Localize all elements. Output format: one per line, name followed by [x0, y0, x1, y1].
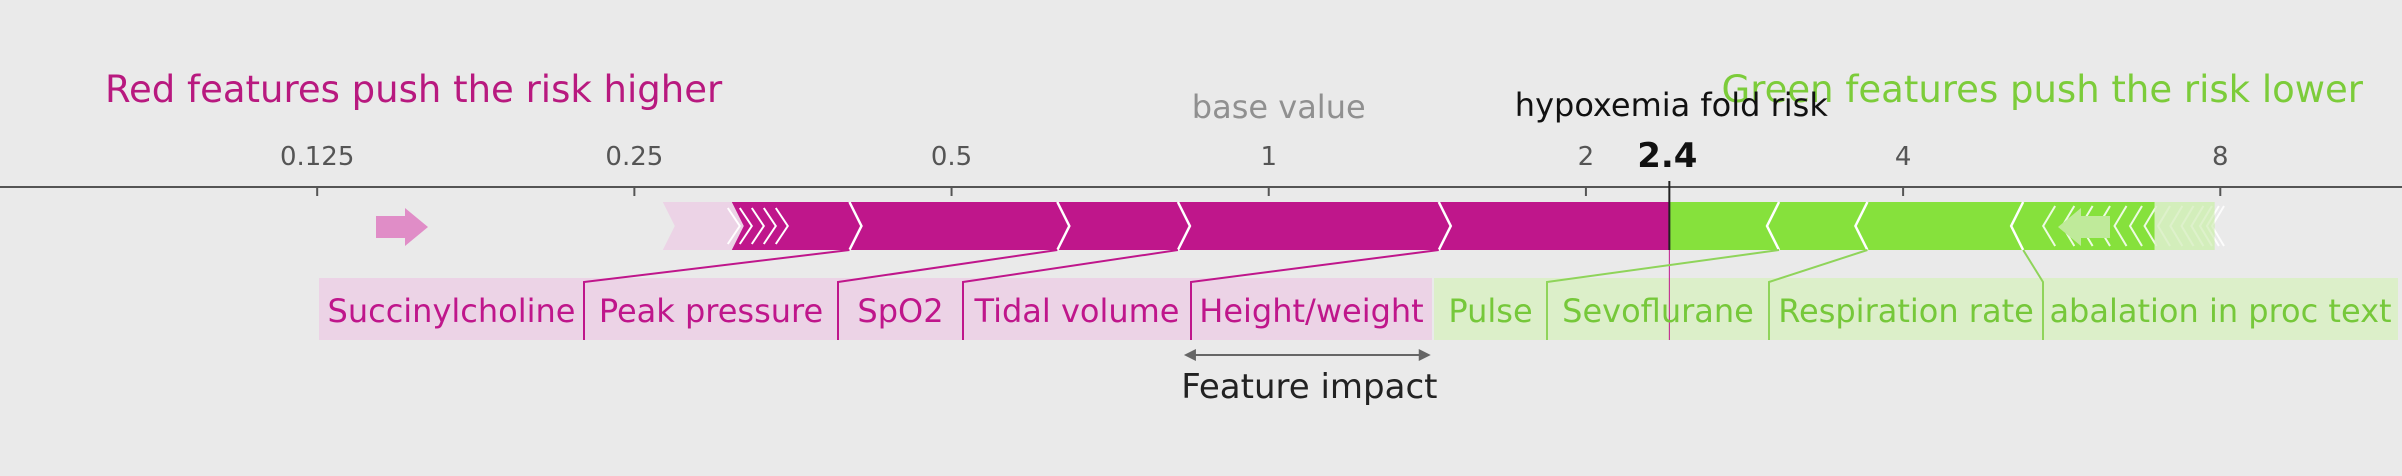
feature-label: abalation in proc text — [2049, 292, 2391, 330]
tick-label: 8 — [2212, 142, 2229, 172]
base-value-label: base value — [1192, 88, 1366, 126]
positive-direction-arrow — [376, 208, 428, 246]
tick-label: 2 — [1578, 142, 1595, 172]
tick-label: 1 — [1260, 142, 1277, 172]
negative-feature-bar — [1767, 202, 1867, 250]
feature-impact-caption: Feature impact — [1181, 367, 1437, 407]
feature-label: Succinylcholine — [328, 292, 576, 330]
positive-tail — [663, 202, 744, 250]
output-name-label: hypoxemia fold risk — [1515, 86, 1829, 124]
red-features-caption: Red features push the risk higher — [105, 68, 723, 111]
tick-label: 4 — [1895, 142, 1912, 172]
positive-feature-bar — [1439, 202, 1670, 250]
feature-label: Height/weight — [1199, 292, 1423, 330]
feature-label: Peak pressure — [599, 292, 823, 330]
feature-labels: Succinylcholine Peak pressure SpO2 Tidal vo… — [328, 250, 2392, 340]
feature-label: Respiration rate — [1778, 292, 2034, 330]
feature-label: Tidal volume — [974, 292, 1180, 330]
tick-label: 0.25 — [605, 142, 663, 172]
positive-feature-bar — [1178, 202, 1451, 250]
feature-label: Sevoflurane — [1562, 292, 1754, 330]
negative-tail — [2155, 202, 2215, 250]
tick-label: 0.5 — [931, 142, 972, 172]
feature-impact-indicator — [1184, 349, 1431, 361]
negative-feature-bar — [1855, 202, 2023, 250]
output-value-label: 2.4 — [1637, 136, 1697, 176]
positive-feature-bar — [849, 202, 1069, 250]
feature-label: Pulse — [1448, 292, 1532, 330]
feature-label: SpO2 — [857, 292, 943, 330]
positive-feature-bar — [1057, 202, 1190, 250]
tick-label: 0.125 — [280, 142, 354, 172]
feature-bars — [663, 202, 2224, 250]
negative-feature-bar — [1669, 202, 1779, 250]
